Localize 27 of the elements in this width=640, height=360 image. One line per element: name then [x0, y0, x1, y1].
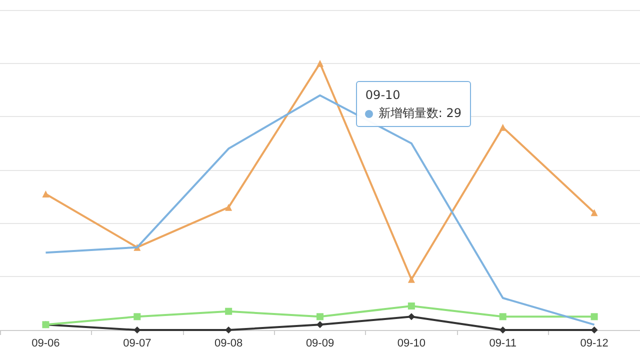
point — [408, 302, 415, 310]
point — [225, 204, 232, 211]
x-tick-label: 09-12 — [580, 338, 608, 350]
point — [590, 326, 598, 334]
x-tick-label: 09-09 — [306, 338, 334, 350]
point — [225, 308, 232, 315]
point — [499, 124, 506, 131]
x-tick-label: 09-06 — [32, 338, 60, 350]
point — [316, 321, 324, 328]
point — [225, 326, 232, 334]
point — [590, 209, 598, 216]
point — [408, 313, 415, 320]
x-tick-label: 09-07 — [123, 338, 152, 350]
x-tick-label: 09-08 — [214, 338, 243, 350]
point — [499, 326, 506, 334]
point — [316, 60, 324, 67]
annotation: 09-10 — [365, 87, 402, 104]
point — [134, 313, 141, 320]
annotation: 新增销量数: 29 — [377, 105, 462, 122]
x-tick-label: 09-11 — [489, 338, 517, 350]
point — [590, 313, 598, 320]
point — [42, 190, 50, 198]
point — [408, 276, 415, 283]
point — [499, 313, 506, 320]
point — [316, 313, 324, 320]
point — [134, 326, 141, 334]
x-tick-label: 09-10 — [397, 338, 426, 350]
